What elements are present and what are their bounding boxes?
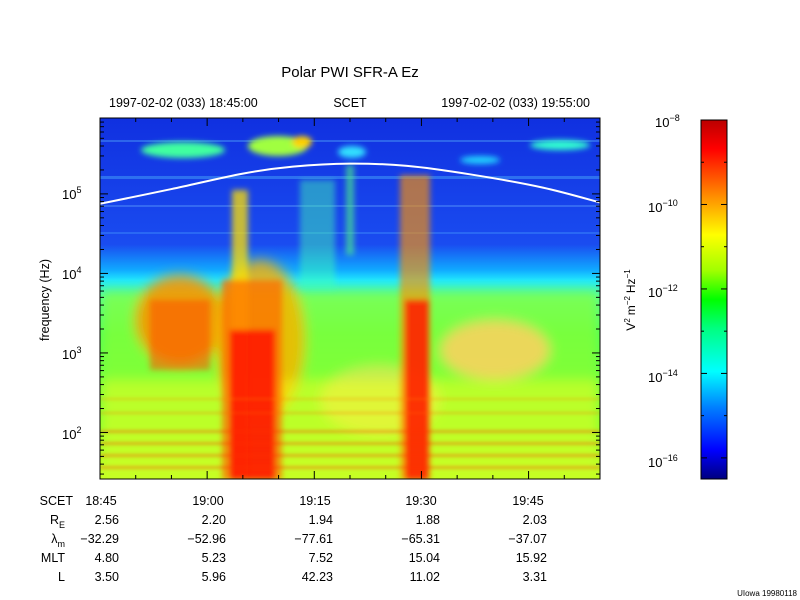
- chart-title: Polar PWI SFR-A Ez: [281, 64, 419, 81]
- colorbar-ticks: [701, 119, 727, 459]
- l-value: 3.31: [523, 570, 547, 584]
- mlt-value: 15.92: [516, 551, 547, 565]
- y-tick-label-1e2: 102: [62, 425, 81, 442]
- row-label-scet: SCET: [40, 494, 74, 508]
- overlay-curve: [100, 162, 600, 205]
- colorbar-tick-label-1e-14: 10−14: [648, 368, 678, 385]
- colorbar: 10−8 10−10 10−12 10−14 10−16 V2m−2Hz−1: [623, 113, 728, 480]
- re-value: 2.56: [95, 513, 119, 527]
- row-label-re: RE: [50, 513, 65, 530]
- colorbar-label: V2m−2Hz−1: [623, 269, 638, 331]
- colorbar-tick-label-1e-10: 10−10: [648, 198, 678, 215]
- l-value: 11.02: [410, 570, 440, 584]
- scet-value: 19:00: [192, 494, 223, 508]
- scet-value: 19:45: [512, 494, 543, 508]
- re-value: 2.20: [202, 513, 226, 527]
- l-value: 3.50: [95, 570, 119, 584]
- credit-label: UIowa 19980118: [737, 589, 797, 598]
- spectrogram-image: [100, 118, 600, 479]
- plot-axes: [99, 117, 601, 480]
- colorbar-tick-label-1e-8: 10−8: [655, 113, 680, 130]
- scet-value: 18:45: [85, 494, 116, 508]
- colorbar-tick-label-1e-16: 10−16: [648, 453, 678, 470]
- l-value: 42.23: [302, 570, 333, 584]
- row-label-mlt: MLT: [41, 551, 65, 565]
- lambda-value: −65.31: [401, 532, 440, 546]
- ephemeris-table: SCET RE λm MLT L 18:45 19:00 19:15 19:30…: [40, 494, 547, 584]
- lambda-value: −77.61: [294, 532, 333, 546]
- mlt-value: 4.80: [95, 551, 119, 565]
- scet-value: 19:15: [299, 494, 330, 508]
- y-tick-label-1e3: 103: [62, 345, 81, 362]
- colorbar-tick-label-1e-12: 10−12: [648, 283, 678, 300]
- mlt-value: 15.04: [409, 551, 440, 565]
- l-value: 5.96: [202, 570, 226, 584]
- scet-header: SCET: [333, 96, 367, 110]
- re-value: 2.03: [523, 513, 547, 527]
- y-tick-label-1e5: 105: [62, 185, 81, 202]
- y-axis-label: frequency (Hz): [38, 259, 52, 341]
- y-tick-label-1e4: 104: [62, 265, 81, 282]
- scet-value: 19:30: [405, 494, 436, 508]
- x-ticks: [99, 118, 601, 479]
- lambda-value: −32.29: [80, 532, 119, 546]
- lambda-value: −37.07: [508, 532, 547, 546]
- start-time-header: 1997-02-02 (033) 18:45:00: [109, 96, 258, 110]
- y-ticks: [100, 117, 600, 475]
- re-value: 1.94: [309, 513, 333, 527]
- mlt-value: 7.52: [309, 551, 333, 565]
- row-label-lambda: λm: [51, 532, 65, 549]
- row-label-l: L: [58, 570, 65, 584]
- mlt-value: 5.23: [202, 551, 226, 565]
- re-value: 1.88: [416, 513, 440, 527]
- y-tick-labels: 102 103 104 105: [62, 185, 81, 442]
- end-time-header: 1997-02-02 (033) 19:55:00: [441, 96, 590, 110]
- lambda-value: −52.96: [187, 532, 226, 546]
